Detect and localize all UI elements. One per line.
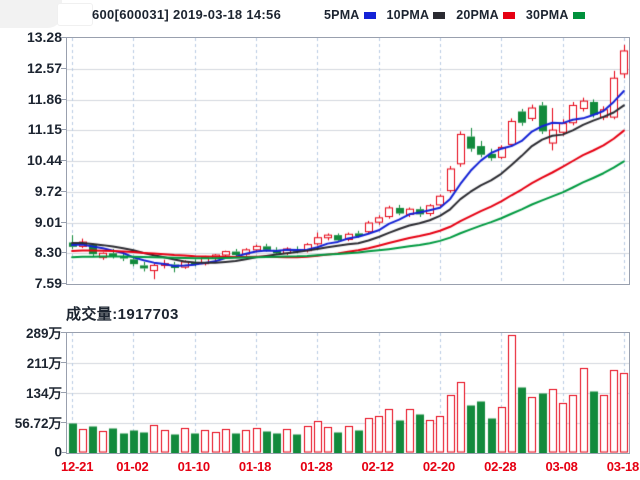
price-tick-mark (61, 190, 66, 192)
price-tick-label: 9.01 (34, 213, 62, 230)
price-pane (66, 37, 630, 285)
date-tick-label: 02-28 (484, 459, 517, 474)
legend-item-20pma: 20PMA (456, 8, 515, 22)
legend-swatch-icon (502, 11, 515, 19)
date-tick-label: 01-28 (300, 459, 333, 474)
price-chart-canvas (67, 38, 629, 284)
price-tick-label: 12.57 (26, 59, 62, 76)
volume-tick-mark (61, 362, 66, 363)
volume-tick-mark (61, 452, 66, 453)
price-tick-label: 10.44 (26, 152, 62, 168)
legend-swatch-icon (433, 11, 446, 19)
price-tick-label: 11.15 (27, 121, 62, 138)
legend-label: 5PMA (324, 8, 360, 22)
legend-item-10pma: 10PMA (387, 8, 446, 22)
ma-legend: 5PMA 10PMA 20PMA 30PMA (324, 8, 596, 22)
date-tick-label: 01-02 (116, 459, 149, 474)
volume-tick-mark (61, 422, 66, 423)
volume-chart-canvas (67, 333, 629, 453)
volume-tick-label: 56.72万 (14, 416, 62, 431)
price-tick-mark (61, 37, 66, 38)
date-tick-label: 01-10 (177, 459, 210, 474)
volume-tick-label: 289万 (25, 326, 62, 341)
price-tick-label: 7.59 (34, 275, 62, 291)
legend-swatch-icon (363, 11, 376, 19)
price-tick-mark (61, 283, 66, 284)
price-tick-label: 11.86 (27, 90, 62, 107)
volume-label: 成交量:1917703 (66, 306, 179, 323)
chart-title: 600[600031] 2019-03-18 14:56 (92, 7, 282, 22)
date-tick-label: 02-12 (361, 459, 394, 474)
price-tick-mark (61, 67, 66, 69)
price-tick-mark (61, 221, 66, 223)
watermark-smudge (0, 0, 62, 28)
volume-tick-label: 211万 (26, 356, 62, 371)
volume-tick-mark (61, 392, 66, 393)
price-tick-mark (61, 129, 66, 131)
legend-label: 20PMA (456, 8, 499, 22)
date-tick-label: 01-18 (238, 459, 272, 474)
legend-label: 30PMA (525, 8, 569, 22)
date-tick-label: 12-21 (60, 459, 94, 474)
price-tick-label: 9.72 (34, 182, 62, 199)
price-tick-mark (61, 160, 66, 161)
volume-pane (66, 332, 630, 454)
date-tick-label: 03-08 (545, 459, 578, 474)
legend-item-30pma: 30PMA (526, 8, 585, 22)
price-tick-label: 13.28 (26, 29, 62, 45)
legend-swatch-icon (572, 11, 585, 19)
legend-item-5pma: 5PMA (324, 8, 376, 22)
price-tick-label: 8.30 (34, 244, 62, 261)
date-tick-label: 02-20 (422, 459, 456, 474)
volume-tick-label: 134万 (25, 386, 62, 401)
volume-tick-mark (61, 332, 66, 333)
date-tick-label: 03-18 (606, 459, 640, 474)
price-tick-mark (61, 252, 66, 254)
volume-tick-label: 0 (54, 444, 62, 460)
legend-label: 10PMA (386, 8, 430, 22)
watermark-box (57, 3, 93, 26)
price-tick-mark (61, 98, 66, 100)
